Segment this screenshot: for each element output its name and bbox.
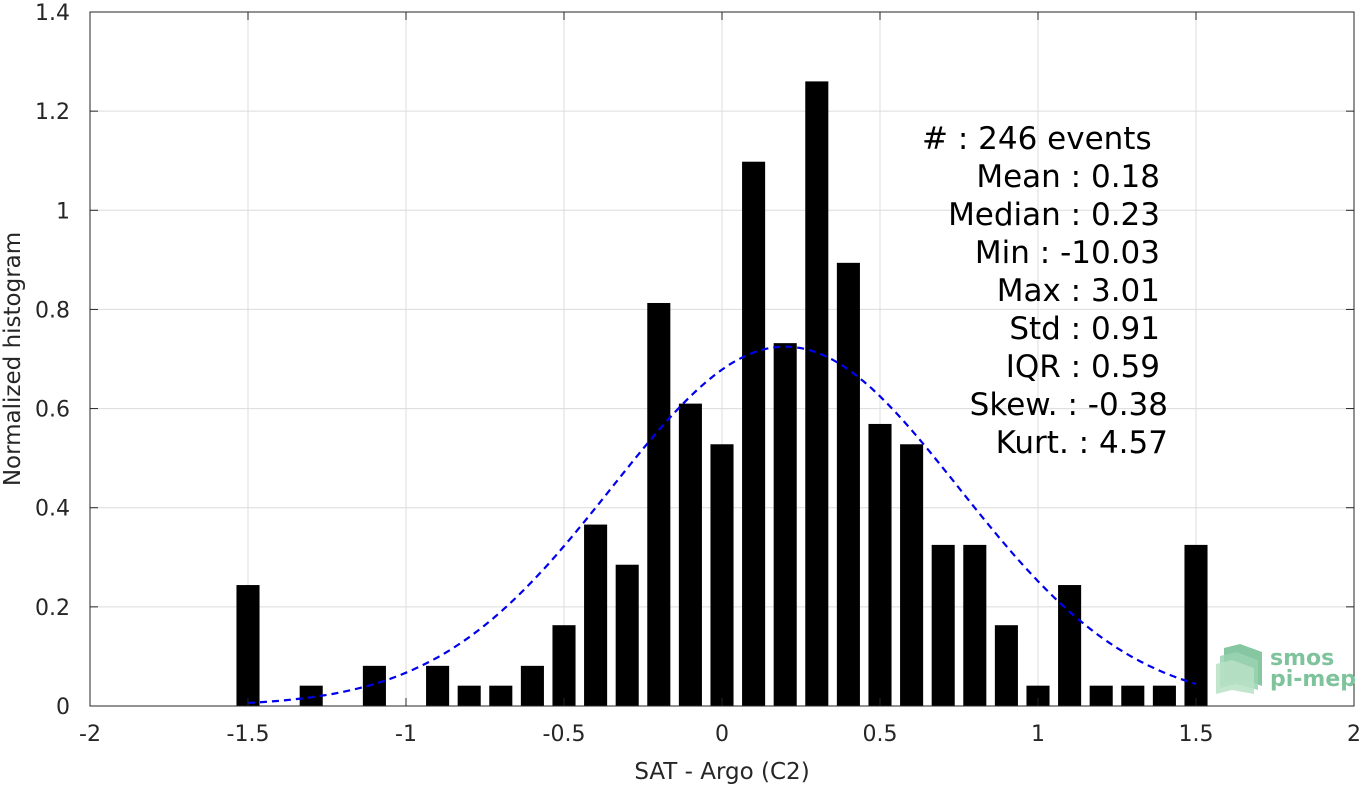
y-tick-label: 0.2 xyxy=(35,596,70,621)
histogram-bar xyxy=(552,625,576,706)
x-tick-label: -1.5 xyxy=(227,722,270,747)
x-tick-label: 2 xyxy=(1347,722,1361,747)
x-tick-label: -0.5 xyxy=(543,722,586,747)
y-tick-label: 1 xyxy=(56,199,70,224)
logo-text-smos: smos xyxy=(1270,646,1334,671)
y-tick-label: 1.2 xyxy=(35,100,70,125)
histogram-bar xyxy=(647,302,671,706)
stat-median: Median : 0.23 xyxy=(948,197,1160,233)
histogram-bar xyxy=(1089,685,1113,706)
stat-min: Min : -10.03 xyxy=(975,235,1160,271)
normal-fit-curve xyxy=(247,345,1197,705)
stat-std: Std : 0.91 xyxy=(1009,311,1160,347)
x-tick-label: 1.5 xyxy=(1179,722,1214,747)
histogram-bar xyxy=(710,444,734,706)
histogram-bar xyxy=(900,444,924,706)
histogram-bar xyxy=(615,564,639,706)
histogram-bar xyxy=(805,81,829,706)
stat-count: # : 246 events xyxy=(922,121,1152,157)
histogram-bar xyxy=(426,665,450,706)
histogram-bar xyxy=(584,524,608,706)
y-axis-title: Normalized histogram xyxy=(0,232,26,486)
histogram-bar xyxy=(1152,685,1176,706)
stat-kurt: Kurt. : 4.57 xyxy=(996,425,1168,461)
histogram-bar xyxy=(773,343,797,706)
histogram-bar xyxy=(1026,685,1050,706)
statistics-annotation: # : 246 events Mean : 0.18 Median : 0.23… xyxy=(922,121,1168,461)
histogram-bar xyxy=(457,685,481,706)
histogram-bar xyxy=(520,665,544,706)
y-tick-label: 1.4 xyxy=(35,1,70,26)
histogram-bar xyxy=(236,585,260,706)
stat-iqr: IQR : 0.59 xyxy=(1006,349,1160,385)
y-tick-label: 0.6 xyxy=(35,398,70,423)
histogram-bar xyxy=(868,423,892,706)
x-tick-label: 0.5 xyxy=(863,722,898,747)
y-tick-label: 0.4 xyxy=(35,497,70,522)
histogram-bar xyxy=(1184,544,1208,706)
x-axis-title: SAT - Argo (C2) xyxy=(634,759,809,785)
histogram-bar xyxy=(963,544,987,706)
histogram-bar xyxy=(299,685,323,706)
histogram-bar xyxy=(489,685,513,706)
histogram-bar xyxy=(742,161,766,707)
stat-mean: Mean : 0.18 xyxy=(976,159,1160,195)
x-tick-label: -2 xyxy=(79,722,101,747)
histogram-bar xyxy=(931,544,955,706)
x-tick-label: -1 xyxy=(395,722,417,747)
histogram-bar xyxy=(994,625,1018,706)
x-tick-label: 1 xyxy=(1031,722,1045,747)
wave-stack-icon xyxy=(1216,644,1262,694)
histogram-bar xyxy=(836,262,860,706)
histogram-bar xyxy=(1058,585,1082,706)
y-tick-label: 0.8 xyxy=(35,298,70,323)
y-axis-ticks: 0 0.2 0.4 0.6 0.8 1 1.2 1.4 xyxy=(35,1,1354,720)
histogram-bars xyxy=(236,81,1208,707)
histogram-bar xyxy=(362,665,386,706)
y-tick-label: 0 xyxy=(56,695,70,720)
x-axis-ticks: -2 -1.5 -1 -0.5 0 0.5 1 1.5 2 xyxy=(79,12,1361,747)
logo-text-pi-mep: pi-mep xyxy=(1270,667,1356,692)
stat-max: Max : 3.01 xyxy=(997,273,1160,309)
histogram-bar xyxy=(678,403,702,706)
histogram-bar xyxy=(1121,685,1145,706)
smos-pi-mep-logo: smos pi-mep xyxy=(1216,644,1356,694)
stat-skew: Skew. : -0.38 xyxy=(970,387,1168,423)
x-tick-label: 0 xyxy=(715,722,729,747)
